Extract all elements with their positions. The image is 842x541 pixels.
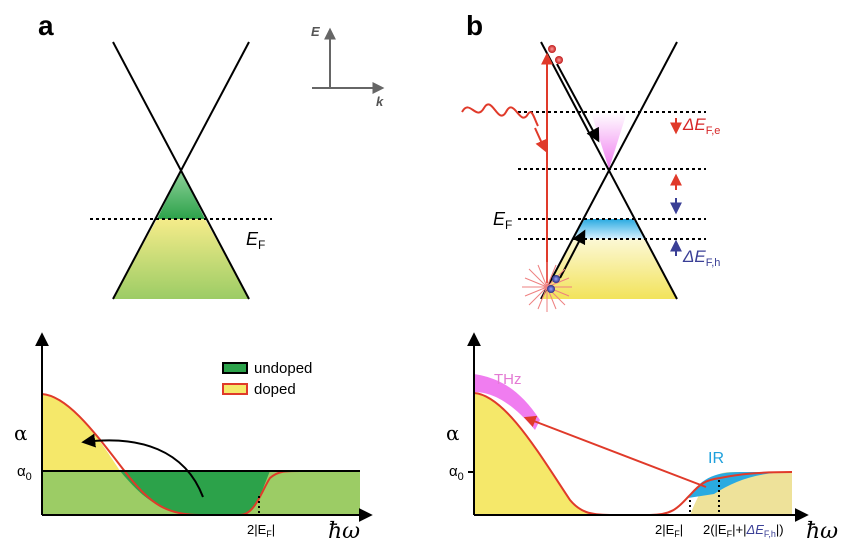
hot-carrier-curve <box>473 392 793 516</box>
tick-shifted-label: 2(|EF|+|ΔEF,h|) <box>703 522 784 539</box>
delta-ef-e-label: ΔEF,e <box>682 115 720 137</box>
fermi-label-b: EF <box>493 209 512 232</box>
legend-label-doped: doped <box>254 381 296 398</box>
doped-fill-yellow-b <box>474 393 610 515</box>
valence-fill-light <box>113 219 249 299</box>
hole-fill-cyan <box>571 219 647 239</box>
ir-label: IR <box>708 450 724 467</box>
legend: undoped doped <box>222 360 312 398</box>
photon-arrow <box>534 127 547 153</box>
e-axis-label: E <box>311 24 320 39</box>
electron-ball-2 <box>555 56 563 64</box>
panel-b-letter: b <box>466 10 483 41</box>
legend-label-undoped: undoped <box>254 360 312 377</box>
alpha0-label: α0 <box>17 463 32 483</box>
legend-swatch-doped <box>222 383 248 395</box>
doped-fill-yellow <box>42 394 120 471</box>
hole-ball-2 <box>547 285 555 293</box>
x-axis-label: ħω <box>328 519 360 541</box>
alpha0-label-b: α0 <box>449 463 464 483</box>
ek-axes-inset: E k <box>311 24 385 109</box>
thz-label: THz <box>494 371 522 388</box>
k-axis-label: k <box>376 94 384 109</box>
electron-fill-pink <box>591 112 627 169</box>
valence-fill-undoped <box>157 171 205 219</box>
dirac-cone-b-line-2 <box>540 41 678 300</box>
x-axis-label-b: ħω <box>806 519 838 541</box>
dirac-cone-line-2 <box>112 41 250 300</box>
panel-a-plot: α α0 ħω 2|EF| undoped doped <box>14 332 373 541</box>
alpha-axis-label: α <box>14 421 28 445</box>
curved-transfer-arrow <box>81 433 204 498</box>
spectral-weight-arrow <box>523 415 707 488</box>
delta-ef-h-label: ΔEF,h <box>682 247 720 269</box>
tick-2ef-label: 2|EF| <box>247 522 275 539</box>
fermi-label: EF <box>246 229 265 252</box>
hole-ball-1 <box>552 275 560 283</box>
panel-a-letter: a <box>38 10 54 41</box>
alpha-axis-label-b: α <box>446 421 460 445</box>
panel-b: b <box>461 10 720 312</box>
excitation-burst <box>522 262 572 312</box>
tick-2ef-b-label: 2|EF| <box>655 522 683 539</box>
panel-a: a E k EF <box>38 10 385 300</box>
electron-relax-arrow <box>556 63 600 143</box>
photon-wave <box>461 103 539 127</box>
panel-b-plot: α α0 THz IR ħω 2|EF| 2(|EF|+|ΔEF,h|) <box>446 332 838 541</box>
legend-swatch-undoped <box>222 362 248 374</box>
electron-ball-1 <box>548 45 556 53</box>
thz-fill-pink <box>474 374 540 430</box>
